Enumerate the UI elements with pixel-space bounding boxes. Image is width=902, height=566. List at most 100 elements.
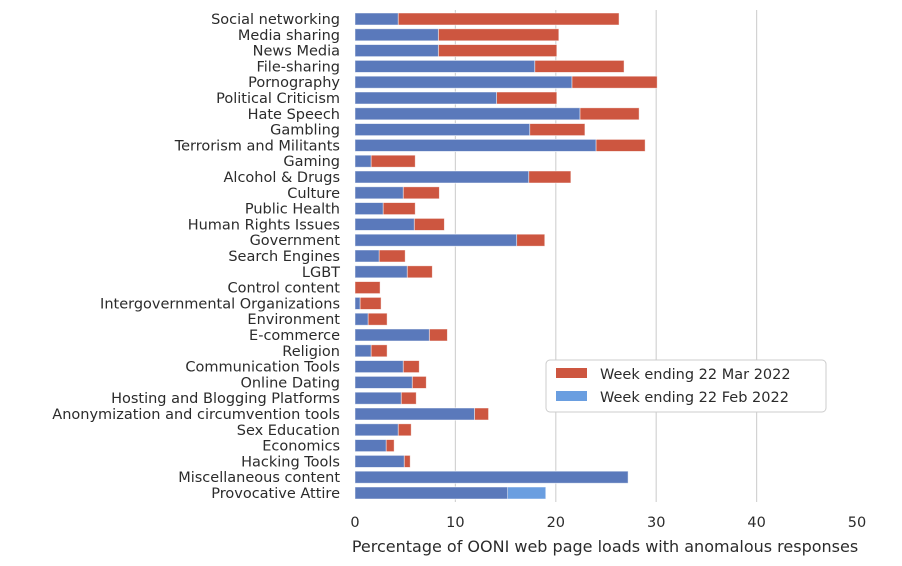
legend-label-feb: Week ending 22 Feb 2022 — [600, 390, 789, 406]
category-label: Media sharing — [238, 28, 340, 44]
bar-group-political-criticism — [354, 91, 558, 105]
x-tick-label: 30 — [647, 515, 665, 531]
category-label: Political Criticism — [216, 91, 340, 107]
category-label: Provocative Attire — [211, 486, 340, 502]
bar-overlap — [354, 107, 581, 121]
category-label: News Media — [253, 44, 340, 60]
bar-group-media-sharing — [354, 28, 560, 42]
bar-overlap — [354, 28, 439, 42]
bar-group-pornography — [354, 75, 658, 89]
category-label: Online Dating — [240, 375, 340, 391]
bar-overlap — [354, 123, 531, 136]
bar-group-culture — [354, 186, 440, 200]
bar-overlap — [354, 233, 518, 247]
bar-mar — [354, 281, 381, 295]
bar-overlap — [354, 391, 402, 405]
category-label: Anonymization and circumvention tools — [52, 407, 340, 423]
bar-overlap — [354, 439, 387, 453]
bar-group-e-commerce — [354, 328, 448, 342]
bar-group-hate-speech — [354, 107, 640, 121]
bar-overlap — [354, 202, 384, 216]
bar-overlap — [354, 91, 497, 105]
bar-overlap — [354, 296, 361, 310]
category-label: Human Rights Issues — [188, 217, 340, 233]
bar-overlap — [354, 328, 430, 342]
bar-group-anonymization-and-circumvention-tools — [354, 407, 489, 421]
category-label: Social networking — [211, 12, 340, 28]
bar-group-public-health — [354, 202, 416, 216]
bar-group-alcohol-drugs — [354, 170, 572, 184]
category-label: Miscellaneous content — [178, 470, 340, 486]
bar-group-search-engines — [354, 249, 406, 263]
bar-group-intergovernmental-organizations — [354, 296, 382, 310]
bar-overlap — [354, 423, 399, 437]
bar-group-human-rights-issues — [354, 217, 445, 231]
bar-group-gaming — [354, 154, 416, 168]
bar-overlap — [354, 154, 372, 168]
category-label: Culture — [287, 186, 340, 202]
category-label: Control content — [227, 281, 340, 297]
category-label: Environment — [247, 312, 340, 328]
bar-overlap — [354, 138, 597, 152]
bar-group-news-media — [354, 44, 558, 57]
category-label: Religion — [282, 344, 340, 360]
bar-group-gambling — [354, 123, 586, 136]
bar-group-provocative-attire — [354, 486, 547, 500]
category-label: Hosting and Blogging Platforms — [111, 391, 340, 407]
category-label: LGBT — [302, 265, 340, 281]
bar-overlap — [354, 249, 380, 263]
category-label: Hate Speech — [248, 107, 340, 123]
bar-group-terrorism-and-militants — [354, 138, 646, 152]
bar-overlap — [354, 44, 439, 57]
bar-group-social-networking — [354, 12, 620, 26]
bar-overlap — [354, 344, 372, 358]
category-label: E-commerce — [249, 328, 340, 344]
bar-overlap — [354, 75, 573, 89]
bar-overlap — [354, 312, 369, 326]
category-label: Alcohol & Drugs — [224, 170, 340, 186]
x-axis-title: Percentage of OONI web page loads with a… — [352, 537, 858, 556]
bar-overlap — [354, 170, 530, 184]
bar-overlap — [354, 407, 475, 421]
bar-overlap — [354, 375, 413, 389]
category-label: Intergovernmental Organizations — [100, 296, 340, 312]
category-label: Government — [250, 233, 341, 249]
bar-overlap — [354, 470, 629, 484]
legend-frame — [545, 359, 827, 413]
x-tick-label: 10 — [446, 515, 464, 531]
bar-group-control-content — [354, 281, 381, 295]
category-label: Gaming — [283, 154, 340, 170]
bar-overlap — [354, 360, 404, 374]
bar-group-economics — [354, 439, 395, 453]
bar-overlap — [354, 60, 536, 73]
x-tick-label: 50 — [848, 515, 866, 531]
legend-swatch-mar — [556, 368, 587, 378]
legend-swatch-feb — [556, 391, 587, 401]
bar-overlap — [354, 486, 509, 500]
legend-label-mar: Week ending 22 Mar 2022 — [600, 367, 791, 383]
bar-group-religion — [354, 344, 388, 358]
category-label: Communication Tools — [185, 360, 340, 376]
category-label: Pornography — [248, 75, 340, 91]
bar-group-hosting-and-blogging-platforms — [354, 391, 417, 405]
category-label: File-sharing — [256, 59, 340, 75]
x-tick-label: 0 — [350, 515, 359, 531]
bar-group-file-sharing — [354, 60, 625, 73]
category-label: Search Engines — [228, 249, 340, 265]
bar-overlap — [354, 217, 415, 231]
bar-group-communication-tools — [354, 360, 420, 374]
bar-group-environment — [354, 312, 388, 326]
bar-group-government — [354, 233, 546, 247]
bar-overlap — [354, 12, 399, 26]
category-label: Sex Education — [237, 423, 340, 439]
category-label: Terrorism and Militants — [174, 138, 340, 154]
category-label: Gambling — [270, 123, 340, 139]
bar-group-sex-education — [354, 423, 412, 437]
bar-overlap — [354, 186, 404, 200]
bar-group-miscellaneous-content — [354, 470, 629, 484]
bars — [354, 12, 658, 500]
bar-group-hacking-tools — [354, 454, 411, 468]
bar-group-lgbt — [354, 265, 433, 279]
